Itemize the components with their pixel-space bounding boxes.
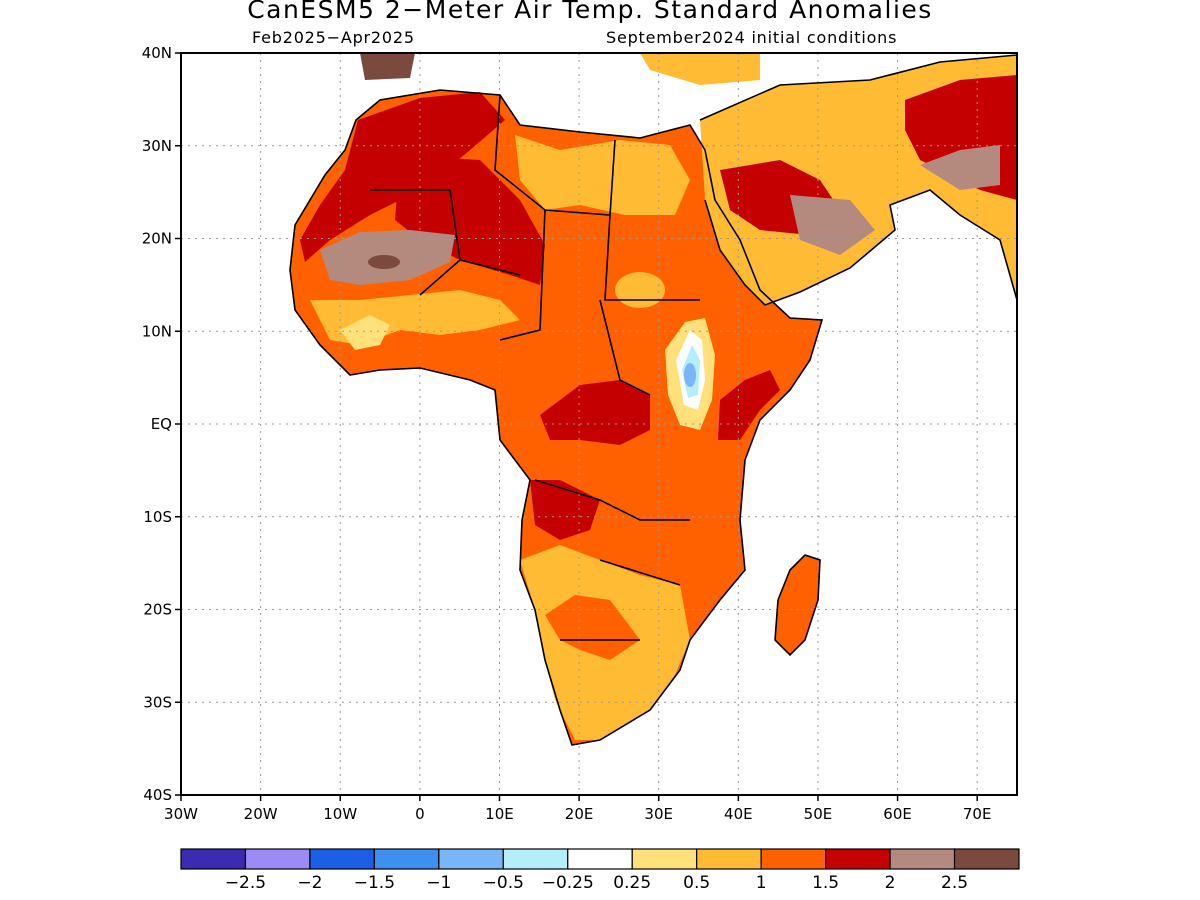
lon-tick-label: 0 [415, 805, 425, 823]
lon-tick-label: 40E [724, 805, 753, 823]
lat-tick-label: 40S [143, 786, 172, 804]
lon-tick-label: 30W [164, 805, 198, 823]
colorbar-label: 0.25 [613, 873, 651, 893]
colorbar-label: 1.5 [812, 873, 839, 893]
colorbar-swatch [825, 848, 891, 870]
colorbar-label: 2 [885, 873, 896, 893]
colorbar-label: 1 [756, 873, 767, 893]
lon-tick-label: 30E [644, 805, 673, 823]
lat-tick-label: EQ [151, 415, 172, 433]
colorbar-label: −2.5 [225, 873, 266, 893]
colorbar-swatch [438, 848, 504, 870]
anomaly-congo-strong [540, 380, 650, 445]
initial-conditions: September2024 initial conditions [606, 28, 898, 47]
colorbar-swatch [502, 848, 569, 870]
anomaly-field [290, 53, 1017, 745]
anomaly-turkey-extreme [360, 53, 415, 80]
colorbar-label: −0.25 [542, 873, 594, 893]
anomaly-arabia-extreme [790, 195, 875, 255]
lon-tick-label: 10E [485, 805, 514, 823]
colorbar-swatch [631, 848, 698, 870]
forecast-period: Feb2025−Apr2025 [252, 28, 415, 47]
map-title: CanESM5 2−Meter Air Temp. Standard Anoma… [247, 0, 933, 24]
lat-tick-label: 20S [143, 601, 172, 619]
colorbar-label: −2 [297, 873, 322, 893]
lon-tick-label: 20W [244, 805, 278, 823]
lon-tick-label: 70E [963, 805, 992, 823]
colorbar-swatch [567, 848, 633, 870]
colorbar-label: 0.5 [683, 873, 710, 893]
iberia-landmass [640, 53, 760, 85]
colorbar-swatch [244, 848, 311, 870]
graticule [181, 53, 1017, 795]
colorbar-swatch [180, 848, 247, 870]
lon-tick-label: 60E [883, 805, 912, 823]
lat-tick-label: 30N [142, 137, 172, 155]
lon-tick-label: 10W [323, 805, 357, 823]
colorbar-swatch [309, 848, 375, 870]
colorbar-label: −1.5 [354, 873, 395, 893]
country-borders [289, 54, 1018, 746]
anomaly-kenya-strong [718, 370, 780, 440]
lat-tick-label: 40N [142, 44, 172, 62]
colorbar-swatch [760, 848, 827, 870]
colorbar-swatch [953, 848, 1020, 870]
colorbar-swatch [889, 848, 956, 870]
lat-tick-label: 10S [143, 508, 172, 526]
colorbar: −2.5 −2 −1.5 −1 −0.5 −0.25 0.25 0.5 1 1.5 2 2.5 [180, 848, 1020, 893]
anomaly-namibia-orange [545, 595, 640, 660]
lat-tick-label: 10N [142, 322, 172, 340]
anomaly-guinea-weak [340, 315, 390, 350]
plot-frame [180, 52, 1018, 796]
anomaly-sahara-strong-2 [395, 155, 545, 285]
colorbar-label: −0.5 [483, 873, 524, 893]
lat-tick-label: 20N [142, 230, 172, 248]
lon-tick-label: 50E [804, 805, 833, 823]
colorbar-swatch [696, 848, 762, 870]
lat-tick-label: 30S [143, 693, 172, 711]
colorbar-swatch [373, 848, 440, 870]
anomaly-sudan-moderate [615, 272, 665, 308]
anomaly-west-sahel-peak [368, 255, 400, 269]
colorbar-label: −1 [426, 873, 451, 893]
anomaly-egypt-moderate [515, 135, 690, 215]
anomaly-iran-extreme [920, 145, 1000, 190]
anomaly-east-africa-cold-peak [684, 363, 696, 387]
lon-tick-label: 20E [565, 805, 594, 823]
colorbar-label: 2.5 [941, 873, 968, 893]
